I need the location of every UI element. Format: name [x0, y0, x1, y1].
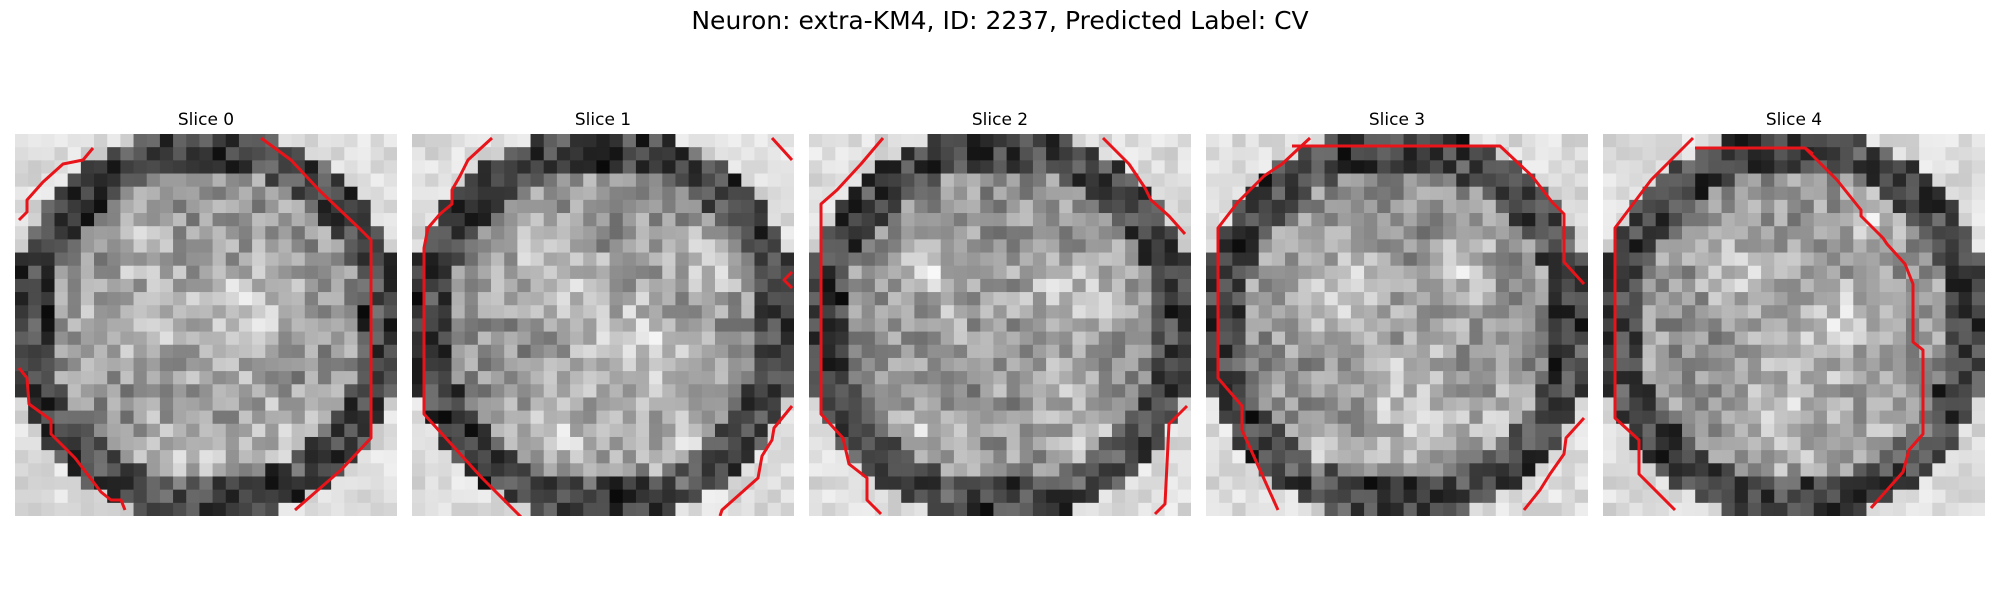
slice-title-1: Slice 1 [574, 110, 632, 130]
slice-panel-1: Slice 1 [412, 108, 794, 516]
contour-line-0-0 [17, 147, 95, 222]
contour-line-2-0 [819, 137, 885, 516]
contour-line-1-1 [770, 136, 794, 162]
contour-line-2-2 [1153, 404, 1189, 516]
slice-title-0: Slice 0 [177, 110, 235, 130]
slice-panel-3: Slice 3 [1206, 108, 1588, 516]
contour-line-3-0 [1216, 136, 1312, 511]
contour-line-1-2 [782, 270, 794, 290]
contour-line-2-1 [1101, 136, 1187, 235]
contour-line-4-1 [1695, 146, 1925, 509]
slice-pixels-4 [1603, 134, 1985, 516]
slice-pixels-2 [809, 134, 1191, 516]
contour-line-0-1 [260, 136, 373, 512]
contour-line-1-0 [422, 136, 523, 516]
slice-pixels-0 [15, 134, 397, 516]
contour-line-3-1 [1292, 144, 1586, 286]
figure-title: Neuron: extra-KM4, ID: 2237, Predicted L… [691, 6, 1309, 35]
contour-line-4-0 [1613, 136, 1695, 512]
contour-line-0-2 [17, 367, 127, 511]
contour-line-1-3 [718, 405, 794, 516]
slice-image-1 [412, 134, 794, 516]
slice-pixels-3 [1206, 134, 1588, 516]
slice-title-3: Slice 3 [1368, 110, 1426, 130]
contour-line-3-2 [1522, 416, 1586, 511]
slice-panel-2: Slice 2 [809, 108, 1191, 516]
slice-panel-4: Slice 4 [1603, 108, 1985, 516]
slice-pixels-1 [412, 134, 794, 516]
slice-image-4 [1603, 134, 1985, 516]
contour-line-4-2 [1804, 146, 1814, 156]
slice-image-3 [1206, 134, 1588, 516]
slice-image-2 [809, 134, 1191, 516]
slice-title-4: Slice 4 [1765, 110, 1823, 130]
slice-title-2: Slice 2 [971, 110, 1029, 130]
slice-panel-0: Slice 0 [15, 108, 397, 516]
slice-image-0 [15, 134, 397, 516]
